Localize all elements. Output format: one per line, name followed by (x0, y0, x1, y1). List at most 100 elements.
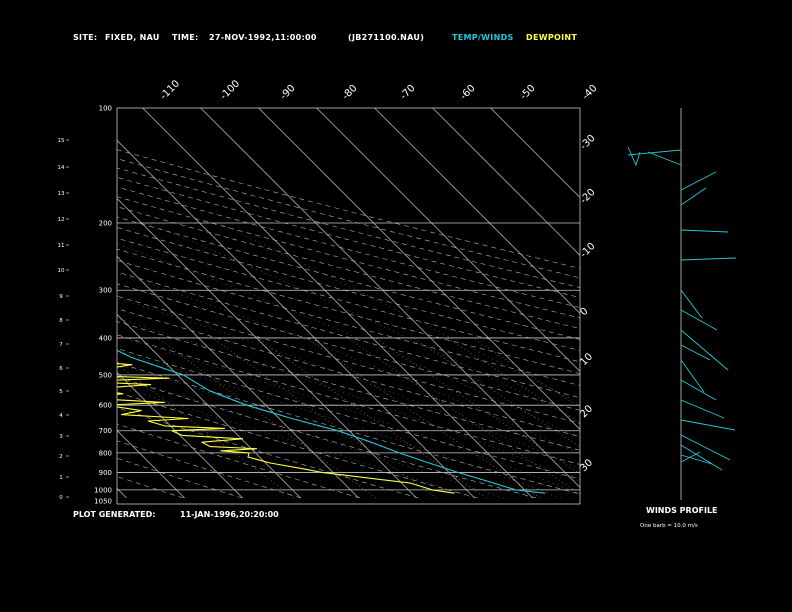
dry-adiabat (117, 476, 184, 499)
dry-adiabat (117, 283, 580, 411)
temperature-curve (117, 349, 546, 494)
wind-barb (680, 187, 707, 206)
height-km-label: 13 (58, 191, 65, 197)
pressure-tick-label: 800 (99, 449, 112, 457)
dry-adiabat (117, 216, 580, 340)
pressure-tick-label: 1050 (94, 498, 112, 506)
winds-profile (627, 108, 737, 500)
mixing-ratio-line (212, 337, 437, 499)
wind-barb (680, 359, 705, 393)
isotherm-line (117, 139, 475, 499)
top-temp-label: -90 (278, 83, 297, 102)
dry-adiabat (117, 334, 580, 465)
dry-adiabat (117, 362, 580, 495)
dry-adiabat (117, 391, 478, 499)
right-temp-label: -30 (578, 133, 597, 152)
isotherm-line (142, 108, 533, 499)
top-temp-label: -110 (158, 78, 182, 102)
height-km-label: 2 (59, 454, 63, 460)
plot-generated-label: PLOT GENERATED: (73, 510, 156, 519)
pressure-tick-label: 400 (99, 334, 112, 342)
time-label: TIME: (172, 33, 199, 42)
dry-adiabat (117, 440, 302, 499)
pressure-tick-label: 600 (99, 402, 112, 410)
height-km-label: 0 (59, 495, 63, 501)
dry-adiabat (117, 227, 580, 351)
isotherm-line (316, 108, 580, 372)
moist-adiabat (117, 317, 580, 483)
plot-border (116, 107, 581, 505)
pressure-tick-label: 700 (99, 427, 112, 435)
height-km-label: 6 (59, 366, 63, 372)
moist-adiabat (117, 375, 504, 499)
dry-adiabat (117, 196, 580, 319)
top-temp-label: -100 (218, 78, 242, 102)
top-temp-label: -70 (398, 83, 417, 102)
winds-profile-note: One barb = 10.0 m/s (640, 523, 698, 529)
wind-barb (680, 257, 737, 261)
moist-adiabat (117, 243, 580, 439)
isotherm-line (117, 197, 417, 499)
height-km-label: 4 (59, 413, 63, 419)
pressure-tick-label: 200 (99, 219, 112, 227)
wind-barb (680, 419, 736, 431)
pressure-tick-label: 1000 (94, 486, 112, 494)
height-km-label: 10 (58, 268, 65, 274)
wind-barb (680, 434, 731, 461)
dry-adiabat (117, 321, 580, 451)
moist-adiabat (146, 222, 580, 422)
isotherm-line (258, 108, 580, 430)
isotherm-line (117, 313, 301, 499)
wind-barb (680, 454, 713, 465)
winds-profile-title: WINDS PROFILE (646, 506, 718, 515)
isotherm-line (117, 255, 359, 499)
height-km-label: 5 (59, 389, 63, 395)
dry-adiabat (117, 206, 580, 329)
height-km-label: 14 (58, 165, 65, 171)
plot-frame (116, 107, 581, 505)
wind-barb (680, 171, 717, 191)
background-lines (0, 108, 580, 499)
wind-barb (627, 146, 641, 167)
wind-barb (680, 444, 723, 471)
wind-barb (627, 149, 682, 156)
mixing-ratio-line (347, 337, 580, 495)
dry-adiabat (117, 423, 360, 499)
height-km-label: 12 (58, 217, 65, 223)
top-temp-label: -40 (580, 83, 599, 102)
plot-generated-value: 11-JAN-1996,20:20:00 (180, 510, 279, 519)
mixing-ratio-line (305, 337, 541, 499)
right-temp-label: 30 (578, 457, 595, 474)
mixing-ratio-line (157, 337, 377, 499)
dry-adiabat (117, 186, 580, 308)
dewpoint-legend: DEWPOINT (526, 33, 578, 42)
isotherm-line (117, 371, 243, 499)
wind-barb (680, 229, 729, 233)
mixing-ratio-line (447, 337, 580, 424)
temp-winds-legend: TEMP/WINDS (452, 33, 514, 42)
right-temp-label: 20 (578, 403, 595, 420)
sounding-curves (117, 349, 546, 494)
dry-adiabat (117, 308, 580, 437)
height-km-label: 9 (59, 294, 63, 300)
top-temp-label: -50 (518, 83, 537, 102)
time-value: 27-NOV-1992,11:00:00 (209, 33, 317, 42)
wind-barb (680, 309, 718, 331)
pressure-tick-label: 300 (99, 287, 112, 295)
height-km-label: 15 (58, 138, 65, 144)
isotherm-line (0, 108, 11, 498)
wind-barb (647, 151, 682, 166)
wind-barb (680, 399, 725, 419)
dry-adiabat (117, 348, 580, 480)
dry-adiabat (117, 457, 243, 499)
wind-barb (680, 379, 717, 401)
height-km-label: 11 (58, 243, 65, 249)
pressure-tick-label: 100 (99, 105, 112, 113)
pressure-tick-label: 900 (99, 469, 112, 477)
site-label: SITE: (73, 33, 98, 42)
axis-labels: 1002003004005006007008009001000105001234… (58, 78, 600, 505)
height-km-label: 1 (59, 475, 63, 481)
dry-adiabat (117, 295, 580, 424)
